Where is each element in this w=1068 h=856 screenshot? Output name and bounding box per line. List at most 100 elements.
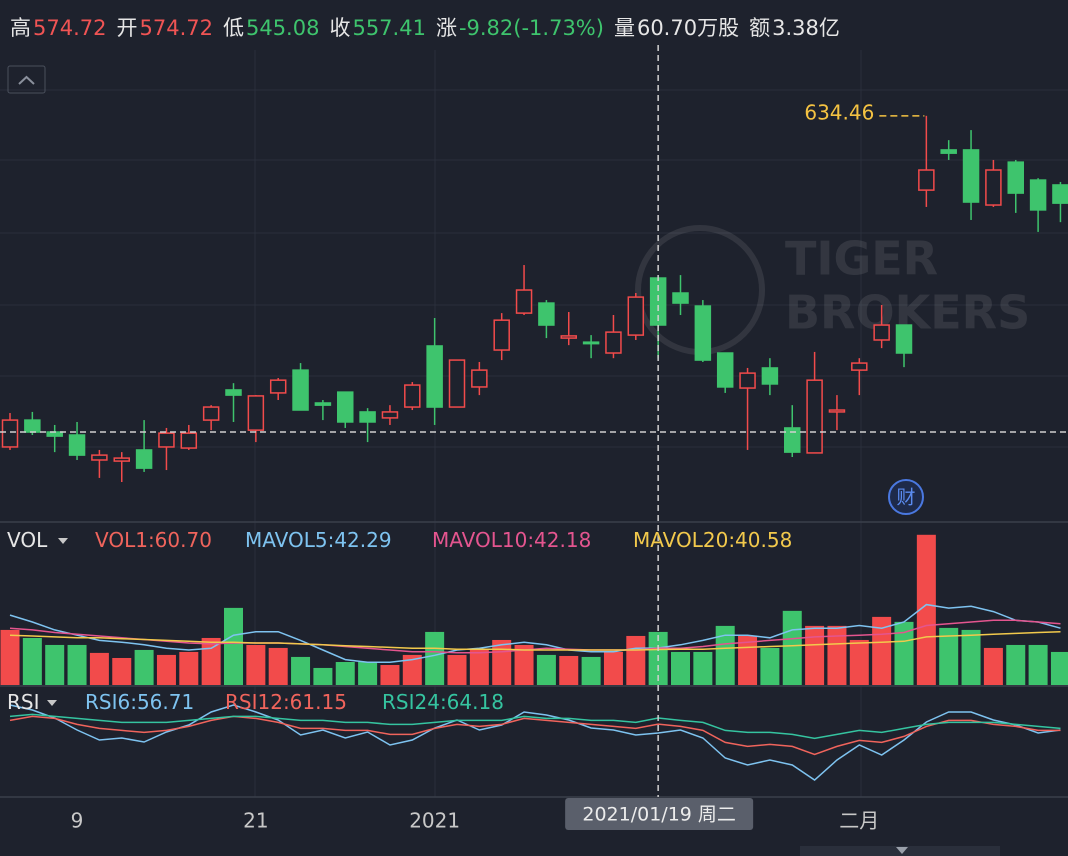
volume-bar: [827, 625, 847, 685]
volume-bar: [1028, 644, 1048, 685]
legend-entry: RSI12:61.15: [225, 690, 347, 714]
candle-body: [381, 411, 399, 419]
volume-bar: [894, 621, 914, 685]
volume-bar: [715, 625, 735, 685]
volume-bar: [693, 651, 713, 685]
candle-body: [962, 149, 980, 203]
header-label: 高: [10, 16, 31, 40]
volume-bar: [492, 639, 512, 685]
candle-body: [113, 457, 130, 462]
x-tick-label: 二月: [839, 809, 879, 833]
volume-bar: [67, 644, 87, 685]
volume-bar: [22, 637, 42, 685]
header-value: 574.72: [33, 16, 107, 40]
indicator-line: [9, 630, 1061, 651]
candle-body: [448, 359, 466, 408]
header-value: 3.38亿: [772, 16, 840, 40]
badge-text: 财: [896, 487, 915, 509]
legend-entry: MAVOL5:42.29: [245, 528, 392, 552]
badge[interactable]: [888, 479, 924, 515]
collapse-button[interactable]: [7, 65, 46, 94]
volume-bar: [916, 534, 936, 685]
max-label: 634.46: [804, 100, 874, 124]
volume-bar: [335, 662, 355, 685]
legend-dropdown[interactable]: [47, 700, 57, 706]
volume-bar: [89, 652, 109, 685]
volume-bar: [782, 610, 802, 685]
indicator-line: [9, 704, 1061, 781]
volume-bar: [112, 657, 132, 685]
volume-bar: [559, 655, 579, 685]
legend-title: VOL: [7, 528, 48, 552]
candle-body: [605, 331, 622, 354]
candle-body: [739, 372, 756, 389]
candle-body: [582, 341, 600, 345]
indicator-line: [9, 713, 1061, 740]
volume-bar: [179, 651, 199, 685]
candle-body: [985, 169, 1002, 206]
volume-bar: [224, 607, 243, 685]
volume-bar: [402, 654, 422, 685]
volume-bar: [0, 629, 20, 685]
volume-bar: [156, 654, 176, 685]
volume-bar: [201, 637, 221, 685]
volume-bar: [246, 644, 266, 685]
volume-bar: [425, 631, 445, 685]
candle-body: [515, 289, 533, 314]
volume-bar: [760, 647, 780, 685]
legend-entry: MAVOL20:40.58: [633, 528, 793, 552]
x-tick-label: 2021: [409, 809, 460, 833]
candle-body: [158, 432, 175, 448]
header-label: 开: [116, 16, 138, 40]
legend-entry: MAVOL10:42.18: [432, 528, 592, 552]
candle-body: [873, 324, 890, 341]
header-label: 量: [613, 16, 635, 40]
candle-body: [716, 352, 734, 388]
candle-body: [560, 335, 577, 339]
watermark-text: TIGER: [785, 232, 938, 286]
legend-entry: VOL1:60.70: [95, 528, 212, 552]
candle-body: [314, 402, 332, 406]
candle-body: [135, 449, 153, 469]
candle-body: [337, 391, 354, 423]
legend-entry: RSI24:64.18: [382, 690, 504, 714]
candle-body: [404, 384, 421, 408]
indicator-line: [9, 603, 1061, 664]
volume-bar: [268, 647, 288, 685]
candle-body: [806, 379, 823, 454]
volume-bar: [134, 649, 154, 685]
volume-bar: [447, 654, 467, 685]
candle-body: [694, 305, 712, 361]
candle-body: [68, 434, 86, 456]
header-label: 低: [222, 16, 244, 40]
header-value: -9.82(-1.73%): [458, 16, 604, 40]
header-label: 额: [749, 16, 771, 40]
candle-body: [247, 395, 265, 431]
candle-body: [225, 389, 242, 396]
candle-body: [1052, 184, 1068, 204]
collapse-icon: [18, 75, 35, 85]
volume-bar: [626, 635, 646, 685]
volume-bar: [514, 644, 534, 685]
candle-body: [359, 411, 376, 423]
volume-bar: [313, 667, 333, 685]
candle-body: [784, 427, 801, 453]
volume-bar: [291, 656, 311, 685]
legend-title: RSI: [7, 690, 40, 714]
candle-body: [471, 369, 488, 388]
volume-bar: [961, 629, 981, 685]
volume-bar: [671, 651, 690, 685]
volume-bar: [45, 644, 65, 685]
crosshair-date: 2021/01/19 周二: [582, 804, 736, 826]
panel-separators: [0, 521, 1068, 798]
candle-body: [91, 454, 108, 461]
candle-body: [940, 149, 957, 154]
candle-body: [292, 369, 309, 411]
candle-body: [895, 324, 913, 354]
legend-dropdown[interactable]: [58, 538, 68, 544]
volume-bar: [1050, 651, 1068, 685]
crosshair-date-box: [565, 798, 754, 830]
candle-body: [1029, 179, 1047, 211]
